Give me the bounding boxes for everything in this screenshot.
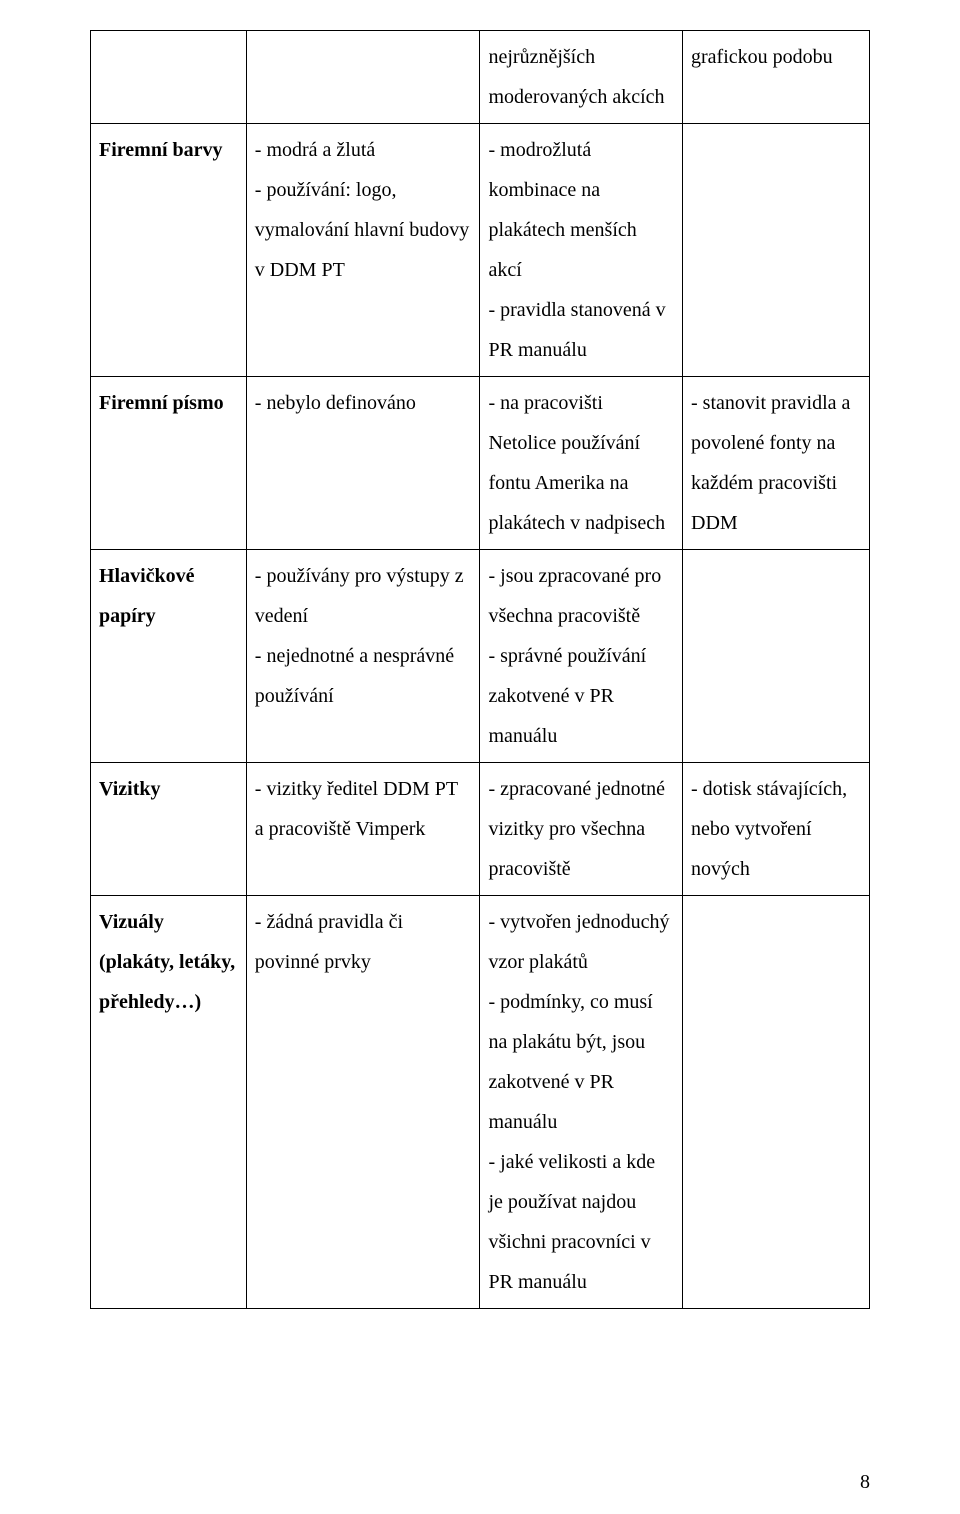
cell-col2: - nebylo definováno: [246, 377, 480, 550]
cell-col4: - dotisk stávajících, nebo vytvoření nov…: [683, 763, 870, 896]
table-row: Vizitky - vizitky ředitel DDM PT a praco…: [91, 763, 870, 896]
cell-col3: - modrožlutá kombinace na plakátech menš…: [480, 124, 683, 377]
cell-col3: - zpracované jednotné vizitky pro všechn…: [480, 763, 683, 896]
table-row: nejrůznějších moderovaných akcích grafic…: [91, 31, 870, 124]
cell-col1: Firemní písmo: [91, 377, 247, 550]
table-row: Vizuály (plakáty, letáky, přehledy…) - ž…: [91, 896, 870, 1309]
cell-col2: - vizitky ředitel DDM PT a pracoviště Vi…: [246, 763, 480, 896]
cell-col3: - vytvořen jednoduchý vzor plakátů- podm…: [480, 896, 683, 1309]
cell-col2: - modrá a žlutá- používání: logo, vymalo…: [246, 124, 480, 377]
cell-col1: Vizuály (plakáty, letáky, přehledy…): [91, 896, 247, 1309]
cell-col4: [683, 124, 870, 377]
cell-col4: [683, 550, 870, 763]
table-row: Hlavičkové papíry - používány pro výstup…: [91, 550, 870, 763]
cell-col2: - žádná pravidla či povinné prvky: [246, 896, 480, 1309]
cell-col4: - stanovit pravidla a povolené fonty na …: [683, 377, 870, 550]
document-page: nejrůznějších moderovaných akcích grafic…: [0, 0, 960, 1514]
cell-col1: [91, 31, 247, 124]
cell-col3: - jsou zpracované pro všechna pracoviště…: [480, 550, 683, 763]
cell-col1: Firemní barvy: [91, 124, 247, 377]
cell-col2: [246, 31, 480, 124]
cell-col3: - na pracovišti Netolice používání fontu…: [480, 377, 683, 550]
table-row: Firemní barvy - modrá a žlutá- používání…: [91, 124, 870, 377]
cell-col2: - používány pro výstupy z vedení- nejedn…: [246, 550, 480, 763]
content-table: nejrůznějších moderovaných akcích grafic…: [90, 30, 870, 1309]
table-row: Firemní písmo - nebylo definováno - na p…: [91, 377, 870, 550]
cell-col4: [683, 896, 870, 1309]
cell-col3: nejrůznějších moderovaných akcích: [480, 31, 683, 124]
cell-col1: Hlavičkové papíry: [91, 550, 247, 763]
page-number: 8: [860, 1471, 870, 1494]
cell-col4: grafickou podobu: [683, 31, 870, 124]
cell-col1: Vizitky: [91, 763, 247, 896]
